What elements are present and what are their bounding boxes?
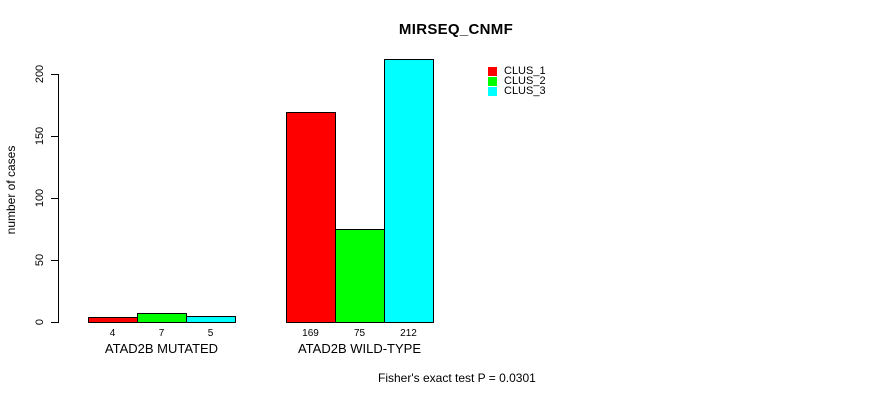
y-axis-tick-label: 0 — [34, 318, 46, 326]
bar-clus_1 — [88, 317, 138, 323]
bar-clus_2 — [137, 313, 187, 323]
bar-value-label: 7 — [158, 328, 165, 339]
bar-value-label: 212 — [400, 328, 417, 339]
bar-clus_1 — [286, 112, 336, 323]
y-axis-tick-label: 150 — [34, 126, 46, 146]
fisher-test-annotation: Fisher's exact test P = 0.0301 — [378, 371, 536, 385]
bar-clus_3 — [186, 316, 236, 323]
y-axis-tick-label: 200 — [34, 64, 46, 84]
y-axis-tick — [51, 322, 58, 323]
legend-swatch-clus_1 — [488, 67, 497, 76]
legend-label-clus_1: CLUS_1 — [504, 65, 546, 77]
y-axis-tick — [51, 198, 58, 199]
y-axis-tick — [51, 260, 58, 261]
y-axis-tick-label: 100 — [34, 188, 46, 208]
bar-value-label: 4 — [109, 328, 116, 339]
chart-title: MIRSEQ_CNMF — [398, 21, 514, 38]
legend-label-clus_3: CLUS_3 — [504, 85, 546, 97]
y-axis-tick-label: 50 — [34, 253, 46, 267]
y-axis-tick — [51, 136, 58, 137]
bar-value-label: 5 — [207, 328, 214, 339]
bar-value-label: 75 — [353, 328, 366, 339]
x-category-label: ATAD2B WILD-TYPE — [297, 341, 422, 356]
y-axis-line — [58, 74, 59, 323]
x-category-label: ATAD2B MUTATED — [104, 341, 219, 356]
y-axis-tick — [51, 74, 58, 75]
bar-clus_2 — [335, 229, 385, 323]
bar-value-label: 169 — [302, 328, 319, 339]
legend-swatch-clus_2 — [488, 77, 497, 86]
bar-clus_3 — [384, 59, 434, 323]
legend-swatch-clus_3 — [488, 87, 497, 96]
legend-label-clus_2: CLUS_2 — [504, 75, 546, 87]
